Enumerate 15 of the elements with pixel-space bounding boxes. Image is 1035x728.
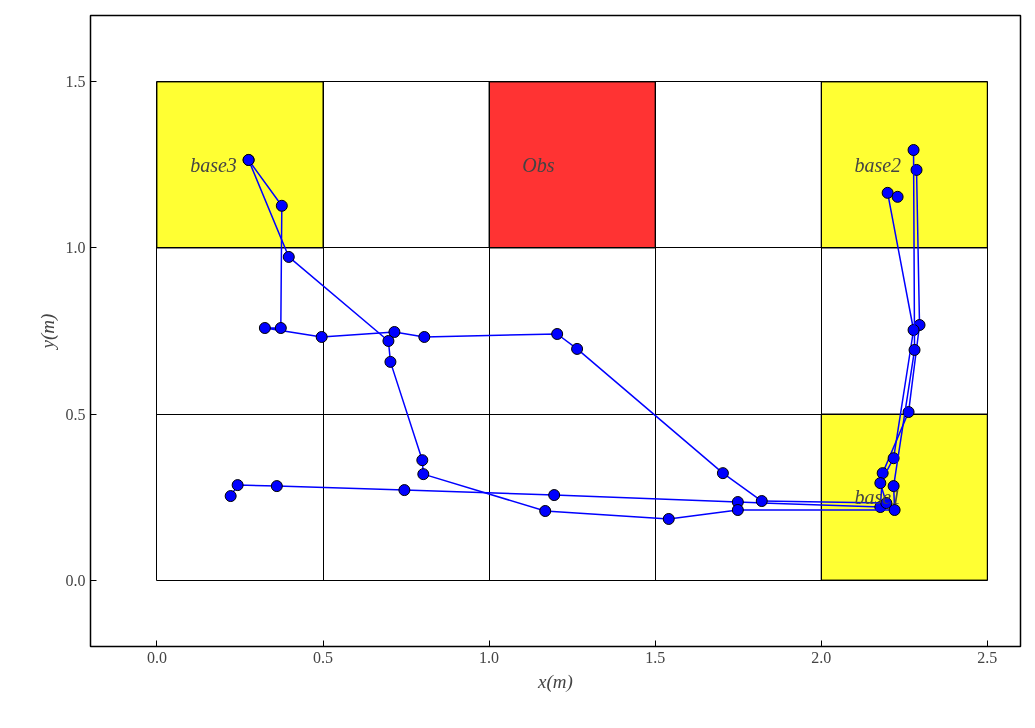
x-tick-label: 0.0 <box>146 648 167 666</box>
y-tick-label: 0.5 <box>65 405 86 423</box>
y-tick-label: 1.0 <box>65 239 86 257</box>
x-tick-label: 1.0 <box>479 648 500 666</box>
data-label: base2 <box>854 153 902 176</box>
x-tick-label: 2.5 <box>977 648 998 666</box>
y-axis-title: y(m) <box>36 313 59 351</box>
y-tick-label: 1.5 <box>65 73 86 91</box>
x-tick-label: 1.5 <box>645 648 666 666</box>
data-label: base3 <box>190 153 237 176</box>
data-label: Obs <box>522 153 555 176</box>
x-tick-label: 2.0 <box>811 648 832 666</box>
x-axis-title: x(m) <box>537 670 573 693</box>
y-tick-label: 0.0 <box>65 571 86 589</box>
x-tick-label: 0.5 <box>313 648 333 666</box>
